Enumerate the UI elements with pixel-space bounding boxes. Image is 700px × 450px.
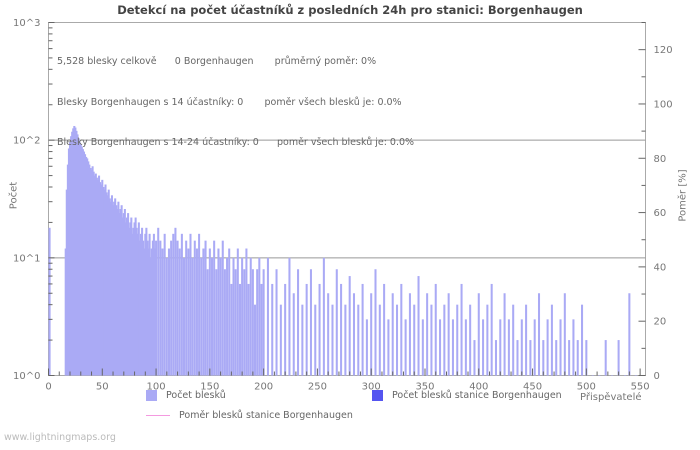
svg-text:100: 100	[147, 382, 166, 393]
y-axis-left-ticks: 10^0 10^1 10^2 10^3	[13, 18, 55, 382]
x-axis-label: Přispěvatelé	[580, 392, 642, 403]
svg-text:10^1: 10^1	[13, 253, 40, 264]
y-axis-right-ticks: 0 20 40 60 80 100 120	[638, 22, 673, 382]
svg-text:500: 500	[577, 382, 596, 393]
svg-text:80: 80	[654, 154, 667, 165]
y-axis-right-label: Poměr [%]	[677, 169, 689, 222]
annotation-line-2: Blesky Borgenhaugen s 14 účastníky: 0 po…	[57, 96, 402, 108]
legend-item-station-ratio: Poměr blesků stanice Borgenhaugen	[146, 410, 353, 421]
svg-text:120: 120	[654, 45, 673, 56]
svg-text:40: 40	[654, 262, 667, 273]
annotation-block: 5,528 blesky celkově 0 Borgenhaugen prům…	[57, 28, 414, 177]
svg-text:400: 400	[469, 382, 488, 393]
watermark: www.lightningmaps.org	[4, 432, 116, 443]
legend-item-all-strokes: Počet blesků	[146, 390, 226, 401]
legend-label-station-strokes: Počet blesků stanice Borgenhaugen	[392, 390, 562, 401]
svg-text:0: 0	[45, 382, 51, 393]
svg-text:350: 350	[415, 382, 434, 393]
svg-text:60: 60	[654, 208, 667, 219]
plot-frame	[48, 22, 646, 376]
svg-text:250: 250	[308, 382, 327, 393]
svg-text:50: 50	[96, 382, 109, 393]
svg-text:20: 20	[654, 317, 667, 328]
legend-swatch-station-strokes	[372, 390, 383, 401]
svg-text:150: 150	[200, 382, 219, 393]
svg-text:550: 550	[631, 382, 650, 393]
legend-swatch-all-strokes	[146, 390, 157, 401]
annotation-line-3: Blesky Borgenhaugen s 14-24 účastníky: 0…	[57, 137, 415, 148]
svg-text:100: 100	[654, 99, 673, 110]
x-axis-ticks: 0 50 100 150 200 250 300 350 400 450 500 550	[45, 368, 650, 393]
svg-text:200: 200	[254, 382, 273, 393]
svg-text:10^3: 10^3	[13, 18, 40, 29]
svg-text:0: 0	[654, 371, 660, 382]
svg-text:10^0: 10^0	[13, 371, 40, 382]
legend-line-station-ratio	[146, 415, 170, 416]
svg-text:450: 450	[523, 382, 542, 393]
svg-text:10^2: 10^2	[13, 136, 40, 147]
y-axis-left-label: Počet	[8, 181, 20, 210]
annotation-line-1: 5,528 blesky celkově 0 Borgenhaugen prům…	[57, 56, 377, 67]
legend-label-station-ratio: Poměr blesků stanice Borgenhaugen	[179, 410, 353, 421]
svg-text:300: 300	[362, 382, 381, 393]
legend-item-station-strokes: Počet blesků stanice Borgenhaugen	[372, 390, 562, 401]
page-title: Detekcí na počet účastníků z posledních …	[117, 3, 583, 17]
legend-label-all-strokes: Počet blesků	[166, 390, 226, 401]
bar-series-all	[48, 125, 644, 376]
